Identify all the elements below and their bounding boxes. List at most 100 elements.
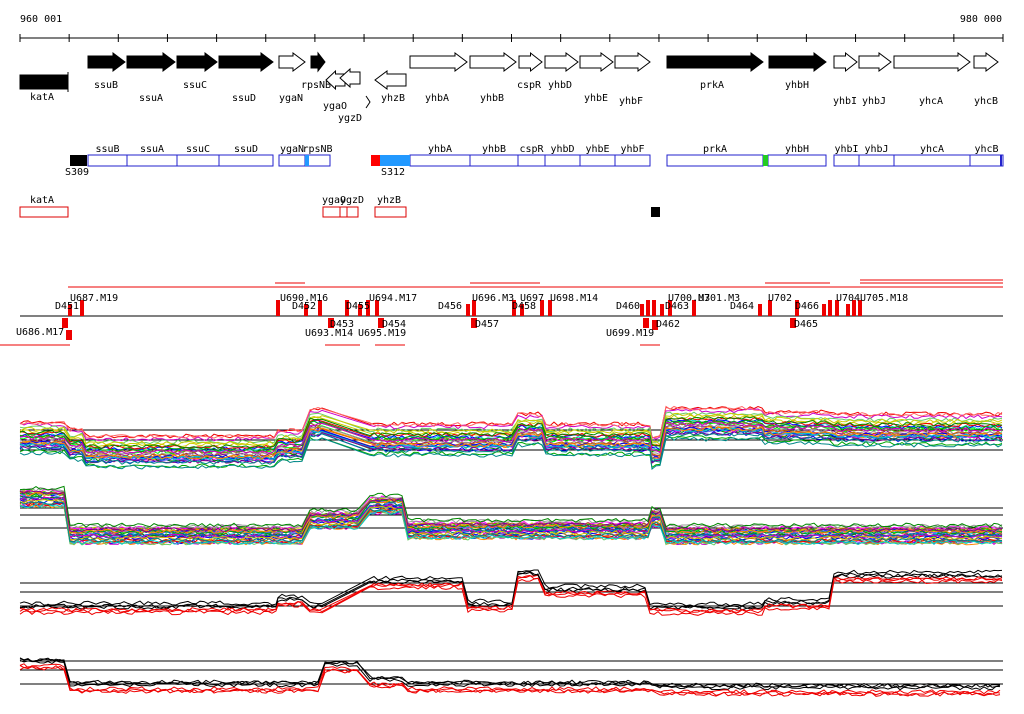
expression-line [19, 405, 1003, 440]
annotation-label: yhbF [620, 144, 644, 155]
region-marker [652, 320, 658, 330]
operon-label: ygaO [322, 195, 346, 206]
expression-line [19, 416, 1003, 449]
annotation-box [579, 154, 616, 167]
gene-arrow [858, 52, 892, 72]
annotation-label: yhbB [482, 144, 506, 155]
gene-label: yhbA [425, 93, 449, 104]
region-label: D464 [730, 301, 754, 312]
region-marker [822, 304, 826, 316]
annotation-fill [305, 155, 309, 166]
expression-line [19, 421, 1003, 455]
gene-arrow [893, 52, 971, 72]
gene-arrow [126, 52, 176, 72]
region-label: U686.M17 [16, 327, 64, 338]
gene-label: yhbF [619, 96, 643, 107]
operon-label: ygzD [340, 195, 364, 206]
expression-line [19, 408, 1003, 442]
annotation-label: ygaN [280, 144, 304, 155]
gene-label: ssuD [232, 93, 256, 104]
annotation-label: cspR [519, 144, 544, 155]
gene-arrow [973, 52, 999, 72]
gene-label: rpsNB [301, 80, 331, 91]
expression-line [19, 658, 1001, 689]
annotation-box [614, 154, 651, 167]
region-marker [858, 300, 862, 316]
operon-box [322, 206, 348, 218]
annotation-label: yhbA [428, 144, 452, 155]
region-marker [80, 300, 84, 316]
region-marker [828, 300, 832, 316]
region-marker [640, 304, 644, 316]
annotation-label: yhbD [550, 144, 574, 155]
gene-label: ssuC [183, 80, 207, 91]
gene-arrow [218, 52, 274, 72]
region-label: D466 [795, 301, 819, 312]
annotation-label: yhcA [920, 144, 944, 155]
region-label: U695.M19 [358, 328, 406, 339]
annotation-box [767, 154, 827, 167]
operon-box [19, 206, 69, 218]
region-marker [318, 300, 322, 316]
region-marker [472, 300, 476, 316]
expression-line [19, 657, 1001, 688]
region-marker [66, 330, 72, 340]
annotation-box [409, 154, 471, 167]
region-marker [375, 300, 379, 316]
region-marker [276, 300, 280, 316]
annotation-box [544, 154, 581, 167]
expression-line [19, 492, 1003, 535]
gene-label: yhbE [584, 93, 608, 104]
annotation-box [517, 154, 546, 167]
gene-arrow [614, 52, 651, 72]
annotation-box [469, 154, 519, 167]
region-label: U704 [836, 293, 860, 304]
expression-line [19, 485, 1003, 528]
ruler-end: 980 000 [960, 14, 1002, 25]
region-label: U697 [520, 293, 544, 304]
region-label: D456 [438, 301, 462, 312]
region-marker [68, 304, 72, 316]
expression-line [19, 663, 1001, 695]
gene-small [365, 95, 371, 109]
gene-arrow [310, 51, 326, 73]
region-marker [790, 318, 796, 328]
gene-label: ssuB [94, 80, 118, 91]
annotation-box [893, 154, 971, 167]
region-marker [328, 318, 334, 328]
region-marker [795, 300, 799, 316]
region-label: D465 [794, 319, 818, 330]
annotation-box [126, 154, 178, 167]
region-label: U702 [768, 293, 792, 304]
annotation-label: yhbI [834, 144, 858, 155]
region-marker [520, 304, 524, 316]
region-marker [846, 304, 850, 316]
gene-label: yhzB [381, 93, 405, 104]
gene-label: prkA [700, 80, 724, 91]
expression-line [19, 431, 1003, 466]
region-marker [758, 304, 762, 316]
expression-line [19, 501, 1003, 544]
region-label: U699.M19 [606, 328, 654, 339]
gene-label: ygaO [323, 101, 347, 112]
gene-label: yhbI [833, 96, 857, 107]
region-label: U693.M14 [305, 328, 353, 339]
annotation-box [278, 154, 306, 167]
operon-box [339, 206, 359, 218]
segment-box [380, 155, 410, 166]
gene-arrow [469, 52, 517, 72]
gene-label: cspR [517, 80, 542, 91]
annotation-label: ssuB [95, 144, 119, 155]
expression-line [19, 436, 1003, 471]
region-marker [304, 304, 308, 316]
region-marker [540, 300, 544, 316]
region-marker [345, 300, 349, 316]
expression-line [19, 569, 1003, 607]
expression-line [19, 427, 1003, 462]
operon-mark [651, 207, 660, 217]
region-label: D462 [656, 319, 680, 330]
annotation-label: ssuC [186, 144, 210, 155]
expression-line [19, 496, 1003, 540]
ruler-start: 960 001 [20, 14, 62, 25]
